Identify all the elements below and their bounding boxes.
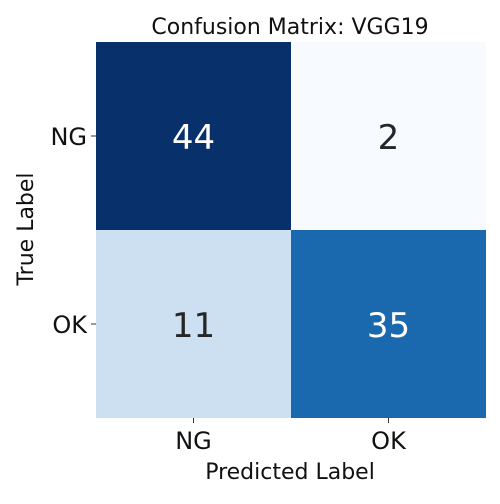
- y-axis-label: True Label: [14, 172, 39, 286]
- heatmap-cell-ng-ng: [96, 42, 291, 230]
- cell-value-label: 44: [172, 118, 215, 158]
- cell-value-label: 11: [172, 306, 215, 346]
- cell-value-label: 2: [378, 118, 400, 158]
- y-tick-label: OK: [52, 311, 88, 339]
- x-tick-label: NG: [175, 427, 212, 455]
- x-tick-label: OK: [371, 427, 407, 455]
- heatmap-cell-ok-ng: [96, 230, 291, 418]
- heatmap-cell-ng-ok: [291, 42, 486, 230]
- axis-ticks: NG OK NG OK: [50, 123, 407, 455]
- heatmap-cells: 44 2 11 35: [96, 42, 486, 418]
- x-axis-label: Predicted Label: [205, 460, 375, 485]
- cell-value-label: 35: [367, 306, 410, 346]
- chart-title: Confusion Matrix: VGG19: [151, 15, 428, 40]
- y-tick-label: NG: [50, 123, 87, 151]
- heatmap-cell-ok-ok: [291, 230, 486, 418]
